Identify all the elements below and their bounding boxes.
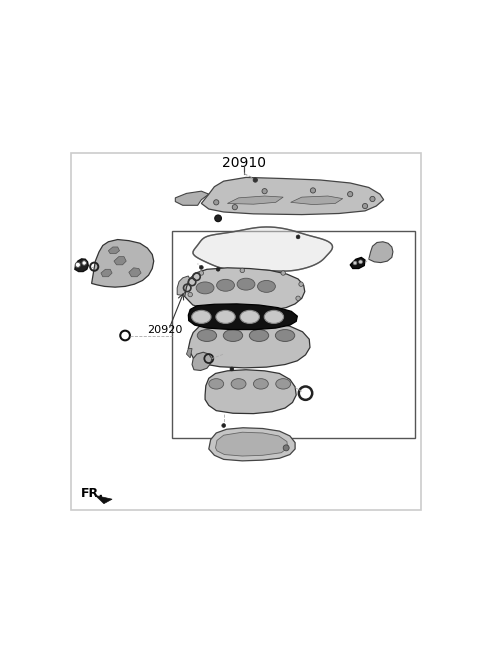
Polygon shape <box>209 428 295 461</box>
Circle shape <box>214 200 219 205</box>
Polygon shape <box>186 348 192 358</box>
Circle shape <box>283 445 289 451</box>
Ellipse shape <box>249 330 269 342</box>
Polygon shape <box>202 177 384 215</box>
Polygon shape <box>188 304 297 330</box>
Circle shape <box>311 188 315 193</box>
Ellipse shape <box>216 279 234 291</box>
Ellipse shape <box>196 282 214 294</box>
Ellipse shape <box>223 330 243 342</box>
Ellipse shape <box>209 378 224 389</box>
Circle shape <box>262 189 267 194</box>
Polygon shape <box>175 191 209 205</box>
Polygon shape <box>114 257 126 265</box>
Circle shape <box>359 260 362 263</box>
Text: 20910: 20910 <box>222 156 266 170</box>
Circle shape <box>240 268 244 273</box>
Circle shape <box>299 282 303 286</box>
Circle shape <box>353 261 357 265</box>
Polygon shape <box>92 240 154 287</box>
Ellipse shape <box>237 278 255 290</box>
Circle shape <box>296 296 300 300</box>
Circle shape <box>362 204 368 209</box>
Circle shape <box>253 178 258 182</box>
Polygon shape <box>350 258 365 269</box>
Ellipse shape <box>276 378 290 389</box>
Circle shape <box>199 271 204 275</box>
Ellipse shape <box>276 330 295 342</box>
Polygon shape <box>290 196 343 204</box>
Ellipse shape <box>197 330 216 342</box>
Polygon shape <box>172 231 415 438</box>
Ellipse shape <box>240 310 259 323</box>
Polygon shape <box>369 242 393 263</box>
Polygon shape <box>129 268 141 277</box>
Circle shape <box>82 261 86 265</box>
Text: 20920: 20920 <box>147 325 183 335</box>
Circle shape <box>370 196 375 202</box>
Polygon shape <box>75 259 88 271</box>
Circle shape <box>188 292 192 297</box>
Circle shape <box>216 267 220 271</box>
Ellipse shape <box>264 310 284 323</box>
Text: FR.: FR. <box>81 487 104 500</box>
Circle shape <box>296 235 300 238</box>
Polygon shape <box>96 495 112 504</box>
Circle shape <box>281 271 286 275</box>
Circle shape <box>222 424 226 428</box>
Polygon shape <box>188 321 310 368</box>
Ellipse shape <box>231 378 246 389</box>
Circle shape <box>348 192 353 196</box>
Circle shape <box>232 204 238 210</box>
Polygon shape <box>205 370 296 414</box>
Ellipse shape <box>253 378 268 389</box>
Circle shape <box>200 265 203 269</box>
Ellipse shape <box>192 310 211 323</box>
Polygon shape <box>101 269 112 277</box>
Circle shape <box>230 367 234 371</box>
Polygon shape <box>177 276 190 296</box>
Polygon shape <box>216 432 288 456</box>
Polygon shape <box>108 247 120 254</box>
Polygon shape <box>228 196 283 204</box>
Circle shape <box>75 262 81 267</box>
Polygon shape <box>185 268 305 311</box>
Polygon shape <box>71 153 421 510</box>
Polygon shape <box>193 227 333 271</box>
Polygon shape <box>192 352 212 371</box>
Circle shape <box>215 215 221 221</box>
Ellipse shape <box>258 281 276 292</box>
Ellipse shape <box>216 310 235 323</box>
